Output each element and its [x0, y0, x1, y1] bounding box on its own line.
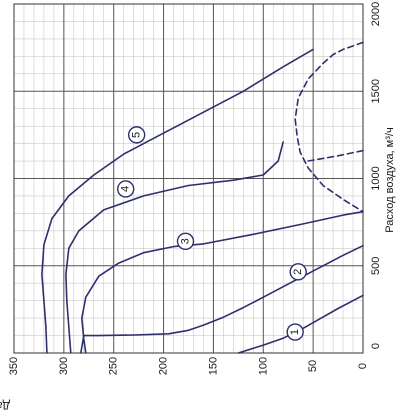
plot-frame	[13, 3, 364, 354]
x-axis-label: Давление, Па	[0, 399, 10, 411]
marker-label: 4	[120, 186, 132, 192]
marker-circle	[127, 126, 146, 144]
curve-marker-1: 1	[286, 323, 304, 341]
x-tick-label: 300	[58, 357, 70, 375]
marker-label: 2	[292, 269, 304, 275]
series-layer	[41, 41, 364, 354]
fan-curve-2	[80, 244, 364, 354]
marker-label: 1	[289, 329, 301, 335]
y-tick-label: 0	[370, 343, 382, 349]
marker-label: 5	[131, 132, 143, 138]
marker-layer: 1 2 3 4 5	[116, 126, 307, 341]
y-tick-label: 2000	[370, 2, 382, 26]
x-tick-label: 50	[307, 360, 319, 372]
curve-marker-2: 2	[289, 263, 307, 281]
fan-curve-5	[41, 48, 314, 354]
marker-circle	[116, 180, 135, 198]
curve-marker-4: 4	[116, 180, 135, 198]
y-tick-label: 1000	[370, 166, 382, 190]
x-tick-labels: 350 300 250 200 150 100 50 0	[8, 357, 369, 375]
fan-curve-1	[237, 294, 364, 354]
x-tick-label: 150	[207, 357, 219, 375]
y-tick-labels: 0 500 1000 1500 2000	[370, 2, 382, 349]
marker-circle	[176, 232, 195, 251]
marker-circle	[289, 263, 307, 281]
curve-marker-3: 3	[176, 232, 195, 251]
y-tick-label: 1500	[370, 79, 382, 103]
marker-circle	[286, 323, 304, 341]
fan-curve-4	[65, 141, 284, 354]
fan-curve-3	[81, 210, 364, 354]
curve-marker-5: 5	[127, 126, 146, 144]
x-tick-label: 350	[8, 357, 20, 375]
y-axis-label: Расход воздуха, м³/ч	[384, 127, 396, 232]
x-tick-label: 0	[357, 363, 369, 369]
dashed-limit-line-6	[307, 149, 364, 162]
marker-label: 3	[180, 238, 192, 244]
x-tick-label: 200	[158, 357, 170, 375]
y-tick-label: 500	[370, 257, 382, 275]
x-tick-label: 100	[257, 357, 269, 375]
dashed-limit-line-5	[294, 41, 364, 213]
x-tick-label: 250	[108, 357, 120, 375]
